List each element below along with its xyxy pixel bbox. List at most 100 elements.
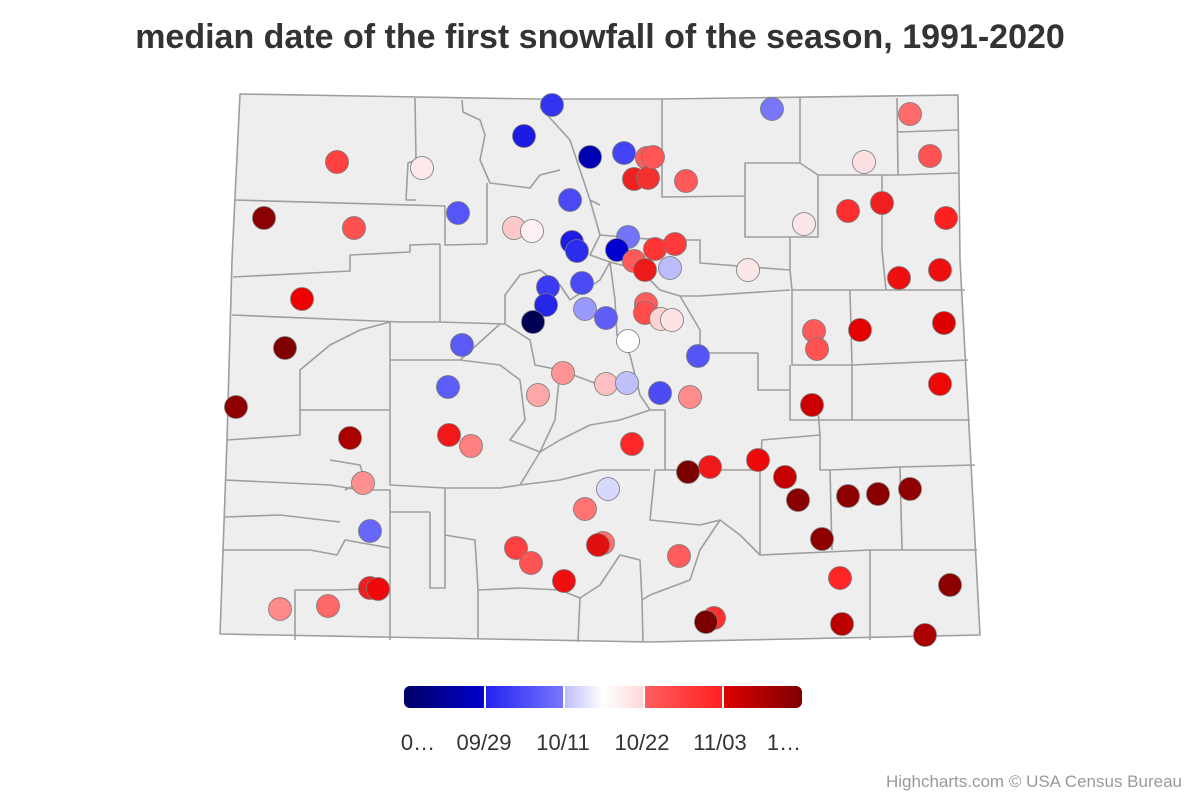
- station-marker[interactable]: [636, 166, 660, 190]
- station-marker[interactable]: [520, 219, 544, 243]
- station-marker[interactable]: [676, 460, 700, 484]
- station-marker[interactable]: [551, 361, 575, 385]
- station-marker[interactable]: [698, 455, 722, 479]
- station-marker[interactable]: [558, 188, 582, 212]
- station-marker[interactable]: [674, 169, 698, 193]
- station-marker[interactable]: [224, 395, 248, 419]
- station-marker[interactable]: [586, 533, 610, 557]
- station-marker[interactable]: [810, 527, 834, 551]
- station-marker[interactable]: [928, 372, 952, 396]
- station-marker[interactable]: [573, 497, 597, 521]
- station-marker[interactable]: [570, 271, 594, 295]
- station-marker[interactable]: [792, 212, 816, 236]
- station-marker[interactable]: [848, 318, 872, 342]
- station-marker[interactable]: [932, 311, 956, 335]
- station-marker[interactable]: [268, 597, 292, 621]
- station-marker[interactable]: [578, 145, 602, 169]
- station-marker[interactable]: [898, 477, 922, 501]
- station-marker[interactable]: [526, 383, 550, 407]
- station-marker[interactable]: [648, 381, 672, 405]
- station-marker[interactable]: [773, 465, 797, 489]
- station-marker[interactable]: [504, 536, 528, 560]
- station-marker[interactable]: [540, 93, 564, 117]
- legend-tick-label: 0…: [400, 730, 436, 755]
- legend-tick-label: 09/29: [456, 730, 512, 755]
- state-outline: [219, 93, 981, 643]
- station-marker[interactable]: [736, 258, 760, 282]
- station-marker[interactable]: [866, 482, 890, 506]
- color-legend: [400, 684, 804, 714]
- station-marker[interactable]: [605, 238, 629, 262]
- station-marker[interactable]: [828, 566, 852, 590]
- station-marker[interactable]: [938, 573, 962, 597]
- legend-tick-label: 11/03: [693, 730, 747, 755]
- legend-band-divider: [563, 686, 565, 708]
- station-marker[interactable]: [667, 544, 691, 568]
- station-markers: [224, 93, 962, 647]
- station-marker[interactable]: [633, 258, 657, 282]
- station-marker[interactable]: [643, 237, 667, 261]
- station-marker[interactable]: [273, 336, 297, 360]
- legend-band-divider: [484, 686, 486, 708]
- legend-tick-label: 1…: [766, 730, 802, 755]
- station-marker[interactable]: [459, 434, 483, 458]
- station-marker[interactable]: [410, 156, 434, 180]
- station-marker[interactable]: [596, 477, 620, 501]
- station-marker[interactable]: [887, 266, 911, 290]
- station-marker[interactable]: [594, 306, 618, 330]
- station-marker[interactable]: [358, 519, 382, 543]
- station-marker[interactable]: [660, 308, 684, 332]
- station-marker[interactable]: [805, 337, 829, 361]
- color-legend-gradient: [404, 686, 802, 708]
- station-marker[interactable]: [512, 124, 536, 148]
- station-marker[interactable]: [521, 310, 545, 334]
- station-marker[interactable]: [252, 206, 276, 230]
- station-marker[interactable]: [519, 551, 543, 575]
- station-marker[interactable]: [615, 371, 639, 395]
- station-marker[interactable]: [616, 329, 640, 353]
- station-marker[interactable]: [694, 610, 718, 634]
- station-marker[interactable]: [366, 577, 390, 601]
- station-marker[interactable]: [686, 344, 710, 368]
- station-marker[interactable]: [913, 623, 937, 647]
- station-marker[interactable]: [641, 145, 665, 169]
- station-marker[interactable]: [870, 191, 894, 215]
- station-marker[interactable]: [594, 372, 618, 396]
- chart-title: median date of the first snowfall of the…: [135, 18, 1065, 56]
- station-marker[interactable]: [800, 393, 824, 417]
- credits[interactable]: Highcharts.com © USA Census Bureau: [886, 772, 1182, 791]
- station-marker[interactable]: [836, 199, 860, 223]
- station-marker[interactable]: [436, 375, 460, 399]
- station-marker[interactable]: [786, 488, 810, 512]
- station-marker[interactable]: [437, 423, 461, 447]
- station-marker[interactable]: [836, 484, 860, 508]
- station-marker[interactable]: [325, 150, 349, 174]
- station-marker[interactable]: [852, 150, 876, 174]
- station-marker[interactable]: [534, 293, 558, 317]
- station-marker[interactable]: [450, 333, 474, 357]
- station-marker[interactable]: [746, 448, 770, 472]
- station-marker[interactable]: [928, 258, 952, 282]
- station-marker[interactable]: [663, 232, 687, 256]
- station-marker[interactable]: [612, 141, 636, 165]
- station-marker[interactable]: [918, 144, 942, 168]
- station-marker[interactable]: [934, 206, 958, 230]
- station-marker[interactable]: [316, 594, 340, 618]
- station-marker[interactable]: [898, 102, 922, 126]
- station-marker[interactable]: [830, 612, 854, 636]
- legend-tick-label: 10/11: [536, 730, 590, 755]
- station-marker[interactable]: [290, 287, 314, 311]
- county-boundaries: [219, 93, 981, 643]
- station-marker[interactable]: [446, 201, 470, 225]
- station-marker[interactable]: [573, 297, 597, 321]
- station-marker[interactable]: [565, 239, 589, 263]
- station-marker[interactable]: [338, 426, 362, 450]
- legend-band-divider: [722, 686, 724, 708]
- station-marker[interactable]: [620, 432, 644, 456]
- station-marker[interactable]: [678, 385, 702, 409]
- station-marker[interactable]: [760, 97, 784, 121]
- station-marker[interactable]: [658, 256, 682, 280]
- station-marker[interactable]: [342, 216, 366, 240]
- station-marker[interactable]: [552, 569, 576, 593]
- station-marker[interactable]: [351, 471, 375, 495]
